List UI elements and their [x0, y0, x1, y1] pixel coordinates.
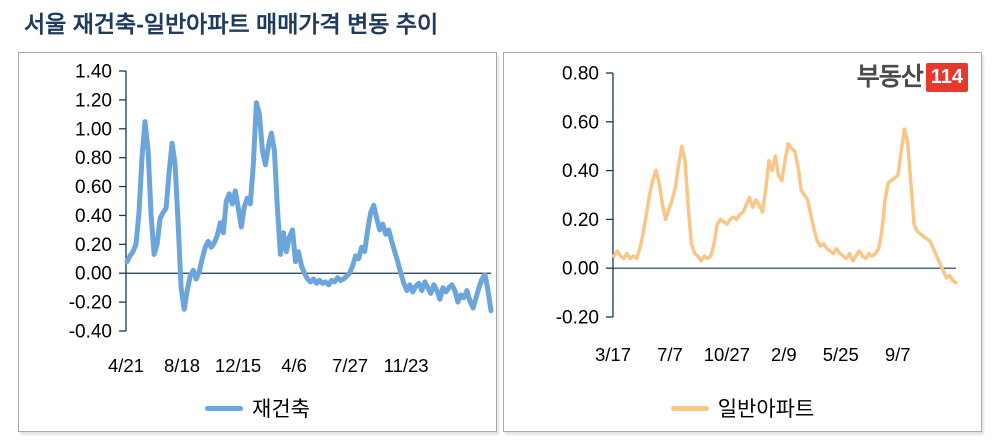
- svg-text:7/27: 7/27: [332, 355, 368, 376]
- svg-text:11/23: 11/23: [384, 355, 429, 376]
- svg-text:0.60: 0.60: [562, 112, 599, 133]
- legend-general-apartment: 일반아파트: [504, 393, 981, 423]
- svg-text:0.40: 0.40: [75, 206, 112, 227]
- svg-text:9/7: 9/7: [885, 344, 911, 365]
- page-title: 서울 재건축-일반아파트 매매가격 변동 추이: [24, 11, 439, 37]
- svg-text:3/17: 3/17: [595, 344, 631, 365]
- svg-text:0.20: 0.20: [562, 210, 599, 231]
- svg-text:-0.40: -0.40: [69, 322, 112, 343]
- svg-text:0.60: 0.60: [75, 177, 112, 198]
- svg-text:0.20: 0.20: [75, 235, 112, 256]
- svg-text:5/25: 5/25: [823, 344, 859, 365]
- svg-text:4/6: 4/6: [281, 355, 307, 376]
- svg-text:8/18: 8/18: [164, 355, 200, 376]
- svg-text:12/15: 12/15: [215, 355, 261, 376]
- svg-text:0.80: 0.80: [562, 64, 599, 85]
- logo-badge-114: 114: [925, 63, 968, 92]
- svg-text:-0.20: -0.20: [69, 293, 112, 314]
- svg-text:0.40: 0.40: [562, 161, 599, 182]
- logo-text-budongsan: 부동산: [856, 63, 924, 91]
- chart-panel-general-apartment: 부동산 114 0.80 0.60 0.40 0.20 0.00 -0.20 3/17 7/7…: [503, 52, 982, 432]
- svg-text:2/9: 2/9: [771, 344, 797, 365]
- svg-text:0.00: 0.00: [75, 264, 112, 285]
- svg-text:1.20: 1.20: [75, 90, 112, 111]
- svg-text:-0.20: -0.20: [556, 308, 599, 329]
- legend-label-redevelopment: 재건축: [252, 398, 310, 421]
- svg-text:7/7: 7/7: [657, 344, 683, 365]
- line-chart-redevelopment: 1.40 1.20 1.00 0.80 0.60 0.40 0.20 0.00 -0.20 -0.…: [69, 62, 494, 376]
- legend-line-swatch-blue: [205, 405, 244, 411]
- svg-text:1.00: 1.00: [75, 119, 112, 140]
- svg-text:0.80: 0.80: [75, 148, 112, 169]
- legend-label-general-apartment: 일반아파트: [717, 398, 815, 421]
- line-chart-general-apartment: 0.80 0.60 0.40 0.20 0.00 -0.20 3/17 7/7 10/27 2/9…: [556, 64, 958, 365]
- svg-text:1.40: 1.40: [75, 62, 112, 83]
- svg-text:10/27: 10/27: [704, 344, 750, 365]
- legend-line-swatch-orange: [670, 405, 709, 411]
- svg-text:4/21: 4/21: [108, 355, 144, 376]
- legend-redevelopment: 재건축: [19, 393, 496, 423]
- budongsan114-logo: 부동산 114: [857, 63, 968, 92]
- svg-text:0.00: 0.00: [562, 259, 599, 280]
- chart-panel-redevelopment: 1.40 1.20 1.00 0.80 0.60 0.40 0.20 0.00 -0.20 -0.…: [18, 52, 497, 432]
